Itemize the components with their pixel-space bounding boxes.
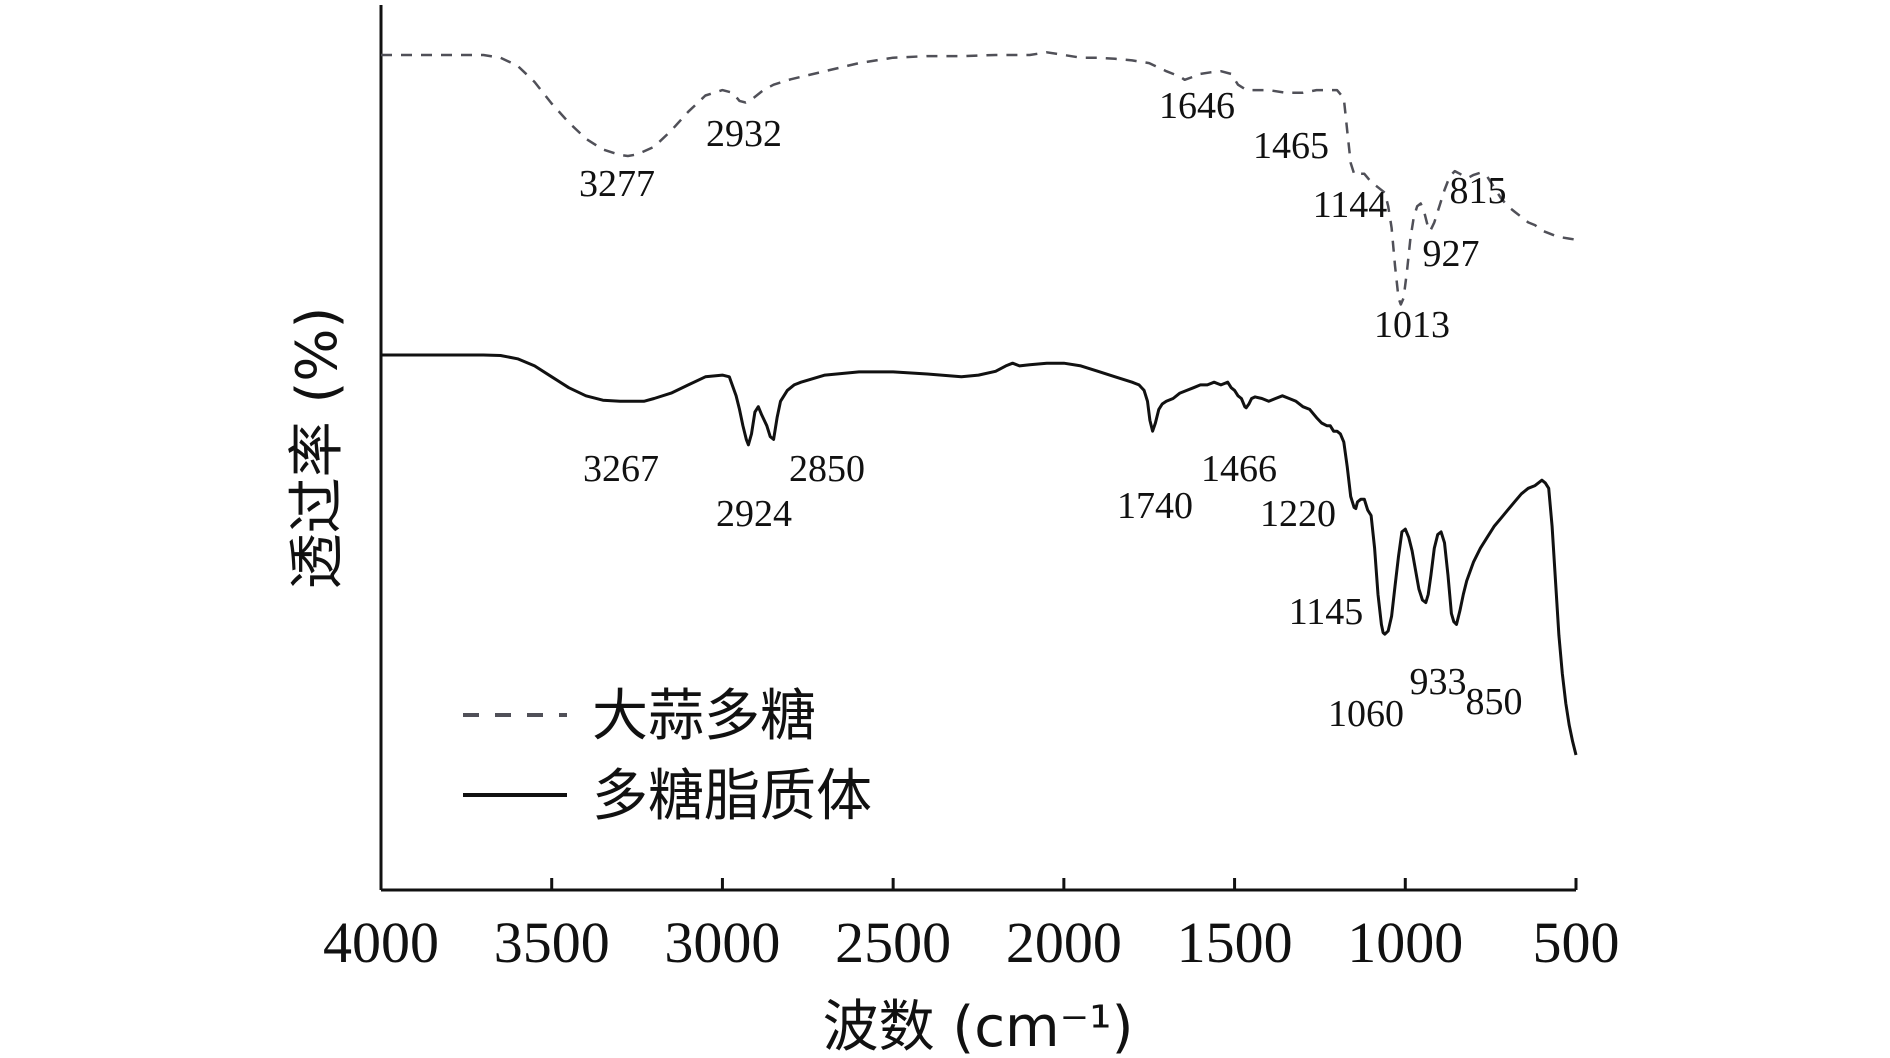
peak-label: 815 — [1450, 170, 1507, 212]
legend: 大蒜多糖 多糖脂质体 — [463, 684, 872, 829]
x-tick-label: 2000 — [1006, 910, 1122, 975]
x-tick-label: 500 — [1533, 910, 1620, 975]
series-line-polysaccharide-liposome — [381, 353, 1578, 756]
peak-label: 927 — [1423, 233, 1480, 275]
legend-label-polysaccharide-liposome: 多糖脂质体 — [592, 764, 872, 829]
legend-label-garlic-polysaccharide: 大蒜多糖 — [592, 684, 816, 749]
peak-label: 1465 — [1253, 125, 1329, 167]
axes — [379, 5, 1576, 892]
peak-label: 2932 — [706, 113, 782, 155]
peak-label: 1220 — [1260, 493, 1336, 535]
x-tick-label: 2500 — [835, 910, 951, 975]
x-tick-label: 1500 — [1177, 910, 1293, 975]
peak-label: 1013 — [1374, 304, 1450, 346]
x-tick-label: 3000 — [664, 910, 780, 975]
peak-label: 2850 — [789, 448, 865, 490]
y-axis-title: 透过率 (%) — [285, 307, 350, 590]
peak-label: 933 — [1410, 661, 1467, 703]
series-line-garlic-polysaccharide — [381, 51, 1577, 306]
x-axis-title: 波数 (cm⁻¹) — [823, 995, 1134, 1058]
peak-label: 1145 — [1289, 591, 1364, 633]
x-tick-label: 3500 — [494, 910, 610, 975]
peak-label: 850 — [1466, 681, 1523, 723]
x-ticks: 4000 3500 3000 2500 2000 1500 1000 500 — [323, 878, 1620, 975]
peak-label: 1466 — [1201, 448, 1277, 490]
peak-label: 3267 — [583, 448, 659, 490]
x-tick-label: 4000 — [323, 910, 439, 975]
series-layer — [381, 51, 1578, 756]
x-tick-label: 1000 — [1347, 910, 1463, 975]
peak-label: 1646 — [1159, 85, 1235, 127]
peak-label: 2924 — [716, 493, 792, 535]
peak-label: 3277 — [579, 163, 655, 205]
peak-label: 1060 — [1328, 693, 1404, 735]
peak-label: 1144 — [1313, 184, 1388, 226]
peak-label: 1740 — [1117, 485, 1193, 527]
peak-labels: 3277 2932 1646 1465 1144 815 927 1013 3267 292428… — [579, 85, 1523, 735]
